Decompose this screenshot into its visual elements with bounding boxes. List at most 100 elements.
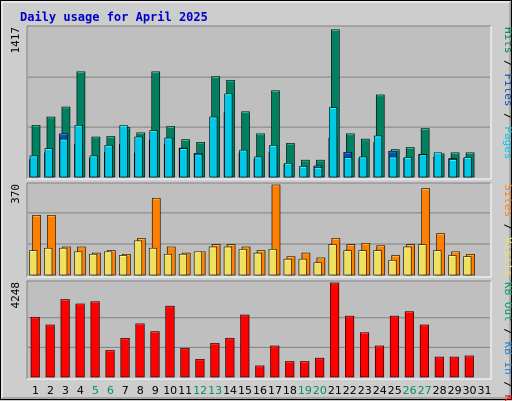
x-tick-label: 13 — [208, 384, 222, 397]
x-tick-label: 4 — [77, 384, 84, 397]
kbytes-bar — [419, 324, 429, 378]
visits-bar — [119, 255, 128, 276]
pages-bar — [314, 167, 323, 178]
x-tick-label: 8 — [137, 384, 144, 397]
pages-bar — [299, 166, 308, 178]
pages-bar — [179, 148, 188, 178]
x-tick-label: 22 — [343, 384, 357, 397]
pages-bar — [358, 156, 368, 178]
kbytes-bar — [60, 299, 70, 378]
pages-bar — [329, 107, 338, 178]
x-tick-label: 11 — [178, 384, 192, 397]
visits-bar — [238, 249, 247, 276]
kbytes-bar — [270, 345, 280, 378]
kbytes-panel: 4248 KB Out / KB In / KB F — [9, 280, 512, 401]
visits-bar — [358, 250, 367, 276]
kbytes-bar — [300, 361, 310, 378]
pages-bar — [344, 157, 353, 178]
x-tick-label: 31 — [478, 384, 492, 397]
visits-bar — [74, 251, 83, 276]
kbytes-bar — [359, 332, 370, 378]
visits-bar — [253, 252, 262, 276]
legend-separator: / — [502, 375, 512, 395]
legend-kb-in: KB In — [502, 342, 512, 375]
x-tick-label: 28 — [433, 384, 447, 397]
legend-visits: Visits — [502, 237, 512, 277]
visits-bar — [373, 250, 382, 276]
pages-bar — [29, 155, 38, 178]
visits-bar — [298, 258, 307, 276]
x-tick-label: 7 — [122, 384, 129, 397]
legend-files: Files — [502, 73, 512, 106]
x-tick-label: 3 — [62, 384, 69, 397]
kbytes-bar — [389, 315, 400, 378]
visits-bar — [193, 251, 202, 276]
kbytes-max-label: 4248 — [9, 282, 22, 309]
hits-panel: 1417 Hits / Files / Pages — [9, 25, 512, 180]
visits-max-label: 370 — [9, 184, 22, 204]
kbytes-bar — [150, 331, 160, 378]
visits-bar — [388, 260, 397, 276]
pages-bar — [89, 155, 98, 178]
x-tick-label: 9 — [152, 384, 159, 397]
x-tick-label: 27 — [418, 384, 432, 397]
visits-bar — [104, 251, 113, 276]
x-tick-label: 17 — [268, 384, 282, 397]
legend-separator: / — [502, 54, 512, 74]
visits-bar — [313, 262, 322, 276]
pages-bar — [119, 125, 128, 178]
kbytes-bar — [374, 345, 385, 378]
visits-bar — [463, 256, 472, 276]
kbytes-bar — [315, 357, 325, 378]
x-tick-label: 12 — [193, 384, 207, 397]
pages-bar — [164, 137, 173, 178]
visits-bar — [418, 244, 427, 276]
visits-panel: 370 Sites / Visits — [9, 182, 512, 278]
pages-bar — [59, 138, 68, 178]
x-tick-label: 14 — [223, 384, 237, 397]
kbytes-bar — [135, 323, 145, 378]
visits-bar — [133, 240, 143, 276]
hits-legend: Hits / Files / Pages — [502, 27, 512, 160]
visits-bar — [268, 249, 277, 276]
x-tick-label: 21 — [328, 384, 342, 397]
pages-bar — [403, 157, 412, 178]
x-tick-label: 15 — [238, 384, 252, 397]
legend-hits: Hits — [502, 27, 512, 54]
legend-pages: Pages — [502, 126, 512, 159]
kbytes-bar — [180, 347, 190, 378]
pages-bar — [209, 116, 218, 178]
visits-bar — [178, 254, 187, 276]
legend-separator: / — [502, 107, 512, 127]
pages-bar — [284, 163, 293, 178]
legend-separator: / — [502, 217, 512, 237]
kbytes-bar — [345, 315, 355, 378]
kbytes-bar — [105, 350, 115, 378]
kbytes-legend: KB Out / KB In / KB F — [502, 282, 512, 401]
kbytes-bar — [75, 303, 85, 378]
kbytes-bar — [240, 314, 250, 378]
x-tick-label: 19 — [298, 384, 312, 397]
visits-bar — [44, 247, 53, 276]
visits-bar — [59, 247, 68, 276]
x-tick-label: 29 — [448, 384, 462, 397]
visits-legend: Sites / Visits — [502, 184, 512, 277]
pages-bar — [224, 93, 233, 178]
kbytes-bar — [285, 361, 295, 378]
x-tick-label: 25 — [388, 384, 402, 397]
kbytes-bar — [434, 356, 444, 378]
pages-bar — [134, 136, 143, 178]
visits-bar — [328, 244, 337, 276]
pages-bar — [239, 149, 248, 178]
pages-bar — [74, 125, 83, 178]
kbytes-bar — [404, 311, 414, 378]
pages-bar — [388, 156, 398, 178]
visits-bar — [223, 246, 232, 276]
x-tick-label: 5 — [92, 384, 99, 397]
pages-bar — [194, 154, 203, 178]
visits-bar — [208, 246, 217, 276]
x-tick-label: 30 — [463, 384, 477, 397]
pages-bar — [269, 145, 278, 178]
